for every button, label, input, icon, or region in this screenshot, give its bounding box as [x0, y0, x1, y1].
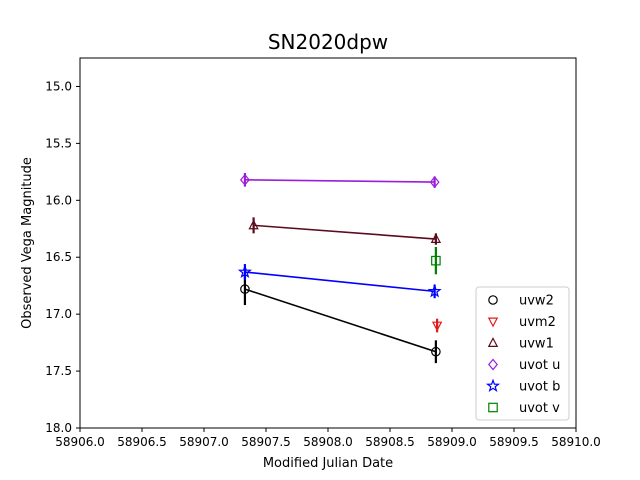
data-point: [431, 346, 441, 357]
x-tick-label: 58910.0: [551, 435, 601, 449]
x-tick-label: 58907.5: [241, 435, 291, 449]
data-point: [240, 284, 250, 294]
series-line-uvw2: [244, 288, 437, 353]
x-axis-label: Modified Julian Date: [263, 456, 393, 471]
legend-marker: [487, 317, 499, 328]
legend-marker: [488, 358, 498, 371]
plot-area: [237, 172, 443, 364]
series-line-uvot-b: [244, 271, 435, 293]
series-uvot-v: [431, 246, 441, 275]
y-tick-label: 15.0: [45, 79, 72, 93]
data-point: [431, 255, 441, 266]
x-tick-label: 58906.5: [117, 435, 167, 449]
legend-item: uvw1: [487, 337, 554, 352]
y-tick-label: 18.0: [45, 421, 72, 435]
legend-label: uvm2: [519, 315, 556, 330]
y-axis-label: Observed Vega Magnitude: [20, 157, 35, 329]
legend-item: uvot b: [485, 378, 560, 395]
y-axis: 15.0 15.5 16.0 16.5 17.0 17.5 18.0: [45, 79, 80, 435]
legend: uvw2 uvm2 uvw1 uvot u uvot b uvot v: [475, 286, 570, 421]
x-tick-label: 58909.0: [427, 435, 477, 449]
legend-label: uvw1: [519, 337, 554, 352]
legend-marker: [485, 378, 501, 393]
x-tick-label: 58908.5: [365, 435, 415, 449]
legend-label: uvot u: [519, 358, 560, 373]
legend-label: uvot b: [519, 380, 560, 395]
y-tick-label: 15.5: [45, 136, 72, 150]
data-point: [239, 173, 250, 186]
y-tick-label: 16.5: [45, 250, 72, 264]
x-tick-label: 58908.0: [303, 435, 353, 449]
y-tick-label: 17.5: [45, 364, 72, 378]
y-tick-label: 17.0: [45, 307, 72, 321]
legend-item: uvot u: [488, 358, 560, 373]
series-line-uvw1: [253, 224, 436, 240]
data-point: [431, 321, 443, 332]
legend-item: uvw2: [488, 294, 554, 309]
legend-label: uvw2: [519, 294, 554, 309]
x-axis: 58906.0 58906.5 58907.0 58907.5 58908.0 58908…: [55, 428, 601, 449]
series-uvw1: [248, 217, 442, 245]
x-tick-label: 58907.0: [179, 435, 229, 449]
legend-box: [475, 286, 570, 421]
legend-marker: [488, 402, 498, 413]
x-tick-label: 58909.5: [489, 435, 539, 449]
data-point: [427, 283, 442, 298]
chart-title: SN2020dpw: [268, 30, 388, 54]
series-uvw2: [240, 273, 441, 364]
legend-marker: [488, 295, 498, 305]
legend-marker: [487, 337, 499, 347]
y-tick-label: 16.0: [45, 193, 72, 207]
series-uvot-b: [237, 264, 442, 299]
data-point: [429, 176, 440, 189]
series-uvm2: [431, 318, 443, 333]
legend-item: uvm2: [487, 315, 556, 330]
data-point: [237, 264, 253, 279]
series-uvot-u: [239, 172, 440, 189]
series-line-uvot-u: [244, 179, 435, 183]
x-tick-label: 58906.0: [55, 435, 105, 449]
data-point: [248, 219, 259, 230]
legend-item: uvot v: [488, 401, 560, 416]
legend-label: uvot v: [519, 401, 560, 416]
data-point: [430, 233, 442, 243]
